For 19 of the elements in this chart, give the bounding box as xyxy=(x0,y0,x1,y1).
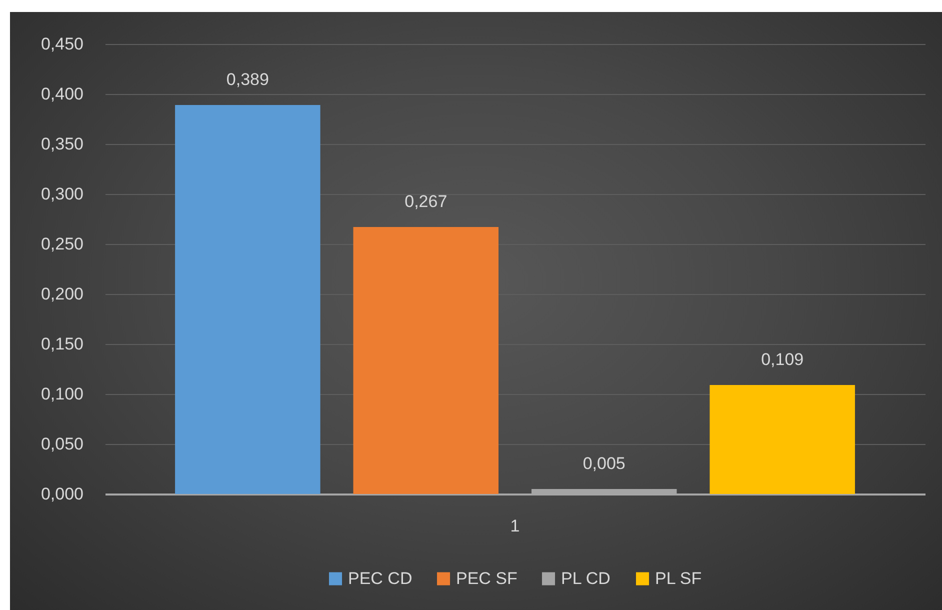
x-tick-label: 1 xyxy=(510,516,520,536)
y-tick-label: 0,400 xyxy=(40,84,84,104)
data-label: 0,389 xyxy=(226,70,269,89)
y-tick-label: 0,000 xyxy=(40,484,84,504)
y-tick-label: 0,050 xyxy=(40,434,84,454)
y-tick-label: 0,100 xyxy=(40,384,84,404)
legend-label: PEC SF xyxy=(456,568,518,588)
data-label: 0,267 xyxy=(404,192,448,211)
data-label: 0,109 xyxy=(761,350,804,369)
y-tick-label: 0,150 xyxy=(40,334,84,354)
legend-label: PL CD xyxy=(561,568,610,588)
y-tick-label: 0,200 xyxy=(40,284,84,304)
y-tick-label: 0,450 xyxy=(40,34,84,54)
legend-label: PEC CD xyxy=(348,568,412,588)
data-label: 0,005 xyxy=(582,454,626,473)
y-tick-label: 0,250 xyxy=(40,234,84,254)
y-tick-label: 0,300 xyxy=(40,184,84,204)
y-tick-label: 0,350 xyxy=(40,134,84,154)
legend-label: PL SF xyxy=(655,568,702,588)
